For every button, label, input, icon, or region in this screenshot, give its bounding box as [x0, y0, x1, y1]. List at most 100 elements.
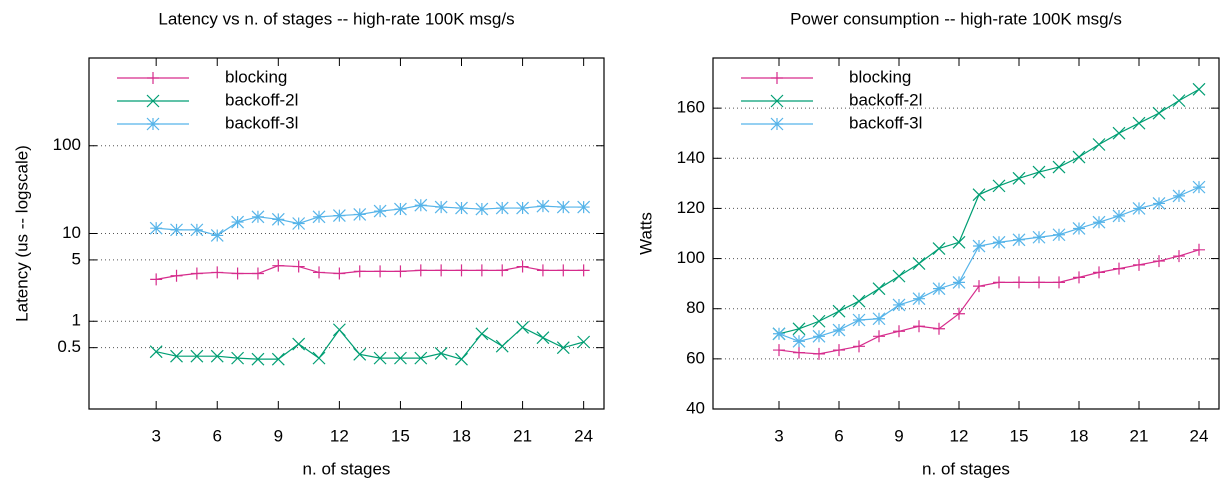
point-marker — [1032, 230, 1046, 244]
point-marker — [1192, 180, 1206, 194]
point-marker — [972, 188, 986, 202]
legend-label: backoff-2l — [849, 90, 922, 109]
x-tick-label: 3 — [774, 426, 783, 445]
point-marker — [292, 217, 306, 230]
point-marker — [536, 331, 550, 345]
point-marker — [353, 347, 367, 361]
point-marker — [577, 335, 591, 349]
point-marker — [1072, 222, 1086, 235]
point-marker — [251, 267, 264, 280]
y-tick-label: 5 — [72, 249, 81, 268]
legend-marker — [146, 117, 160, 131]
point-marker — [210, 229, 224, 242]
y-tick-label: 100 — [677, 248, 705, 267]
point-marker — [353, 207, 367, 221]
point-marker — [455, 352, 468, 366]
y-tick-label: 80 — [686, 298, 705, 317]
point-marker — [1152, 196, 1166, 210]
legend-marker — [770, 117, 784, 131]
x-tick-label: 24 — [574, 426, 593, 445]
point-marker — [577, 264, 590, 277]
point-marker — [893, 325, 905, 338]
point-marker — [1193, 243, 1205, 256]
point-marker — [1013, 276, 1025, 289]
legend-label: blocking — [225, 67, 287, 86]
point-marker — [852, 294, 866, 308]
x-tick-label: 18 — [452, 426, 471, 445]
point-marker — [332, 209, 346, 223]
point-marker — [577, 200, 591, 214]
point-marker — [833, 344, 845, 357]
point-marker — [1192, 82, 1206, 96]
legend-label: backoff-3l — [225, 113, 298, 132]
plot-frame — [712, 57, 1220, 410]
point-marker — [1173, 250, 1185, 263]
series-line — [156, 326, 584, 360]
point-marker — [952, 275, 966, 289]
point-marker — [190, 223, 204, 237]
point-marker — [292, 337, 306, 351]
series-line — [778, 249, 1200, 355]
point-marker — [1153, 255, 1165, 268]
point-marker — [812, 329, 826, 343]
plot-frame — [88, 57, 605, 410]
point-marker — [313, 266, 326, 279]
point-marker — [149, 221, 163, 235]
point-marker — [1053, 276, 1065, 289]
point-marker — [231, 351, 245, 365]
point-marker — [1132, 116, 1146, 130]
x-tick-label: 3 — [151, 426, 160, 445]
point-marker — [1092, 215, 1106, 229]
chart: Latency vs n. of stages -- high-rate 100… — [12, 9, 605, 478]
point-marker — [992, 179, 1006, 193]
x-tick-label: 18 — [1070, 426, 1089, 445]
point-marker — [435, 264, 448, 277]
point-marker — [556, 341, 570, 355]
point-marker — [852, 313, 866, 327]
point-marker — [414, 264, 427, 277]
point-marker — [972, 239, 986, 253]
legend-marker — [771, 72, 783, 84]
point-marker — [495, 339, 509, 353]
point-marker — [312, 351, 326, 365]
legend-label: backoff-2l — [225, 90, 298, 109]
x-tick-label: 21 — [1130, 426, 1149, 445]
point-marker — [353, 265, 366, 278]
point-marker — [812, 314, 826, 328]
point-marker — [773, 344, 785, 357]
point-marker — [414, 198, 428, 212]
point-marker — [873, 330, 885, 343]
point-marker — [932, 282, 946, 296]
point-marker — [1072, 150, 1086, 164]
chart-title: Latency vs n. of stages -- high-rate 100… — [158, 9, 514, 28]
point-marker — [1152, 106, 1166, 120]
point-marker — [557, 264, 570, 277]
legend-marker — [146, 94, 160, 108]
point-marker — [373, 351, 387, 365]
legend-marker — [770, 94, 784, 108]
point-marker — [170, 349, 183, 363]
point-marker — [1012, 233, 1026, 247]
point-marker — [292, 260, 305, 273]
point-marker — [434, 346, 448, 360]
legend-label: backoff-3l — [849, 113, 922, 132]
point-marker — [455, 264, 468, 277]
point-marker — [793, 346, 805, 359]
point-marker — [1032, 165, 1046, 179]
legend-label: blocking — [849, 67, 911, 86]
x-tick-label: 12 — [330, 426, 349, 445]
x-tick-label: 15 — [1010, 426, 1029, 445]
point-marker — [1133, 258, 1145, 271]
point-marker — [536, 199, 550, 213]
point-marker — [892, 298, 906, 312]
x-axis-label: n. of stages — [922, 459, 1010, 478]
point-marker — [832, 304, 846, 318]
point-marker — [170, 269, 183, 282]
point-marker — [332, 323, 346, 337]
point-marker — [150, 273, 163, 286]
point-marker — [952, 235, 966, 249]
point-marker — [933, 322, 945, 335]
point-marker — [813, 347, 825, 360]
x-tick-label: 9 — [274, 426, 283, 445]
point-marker — [394, 351, 407, 365]
